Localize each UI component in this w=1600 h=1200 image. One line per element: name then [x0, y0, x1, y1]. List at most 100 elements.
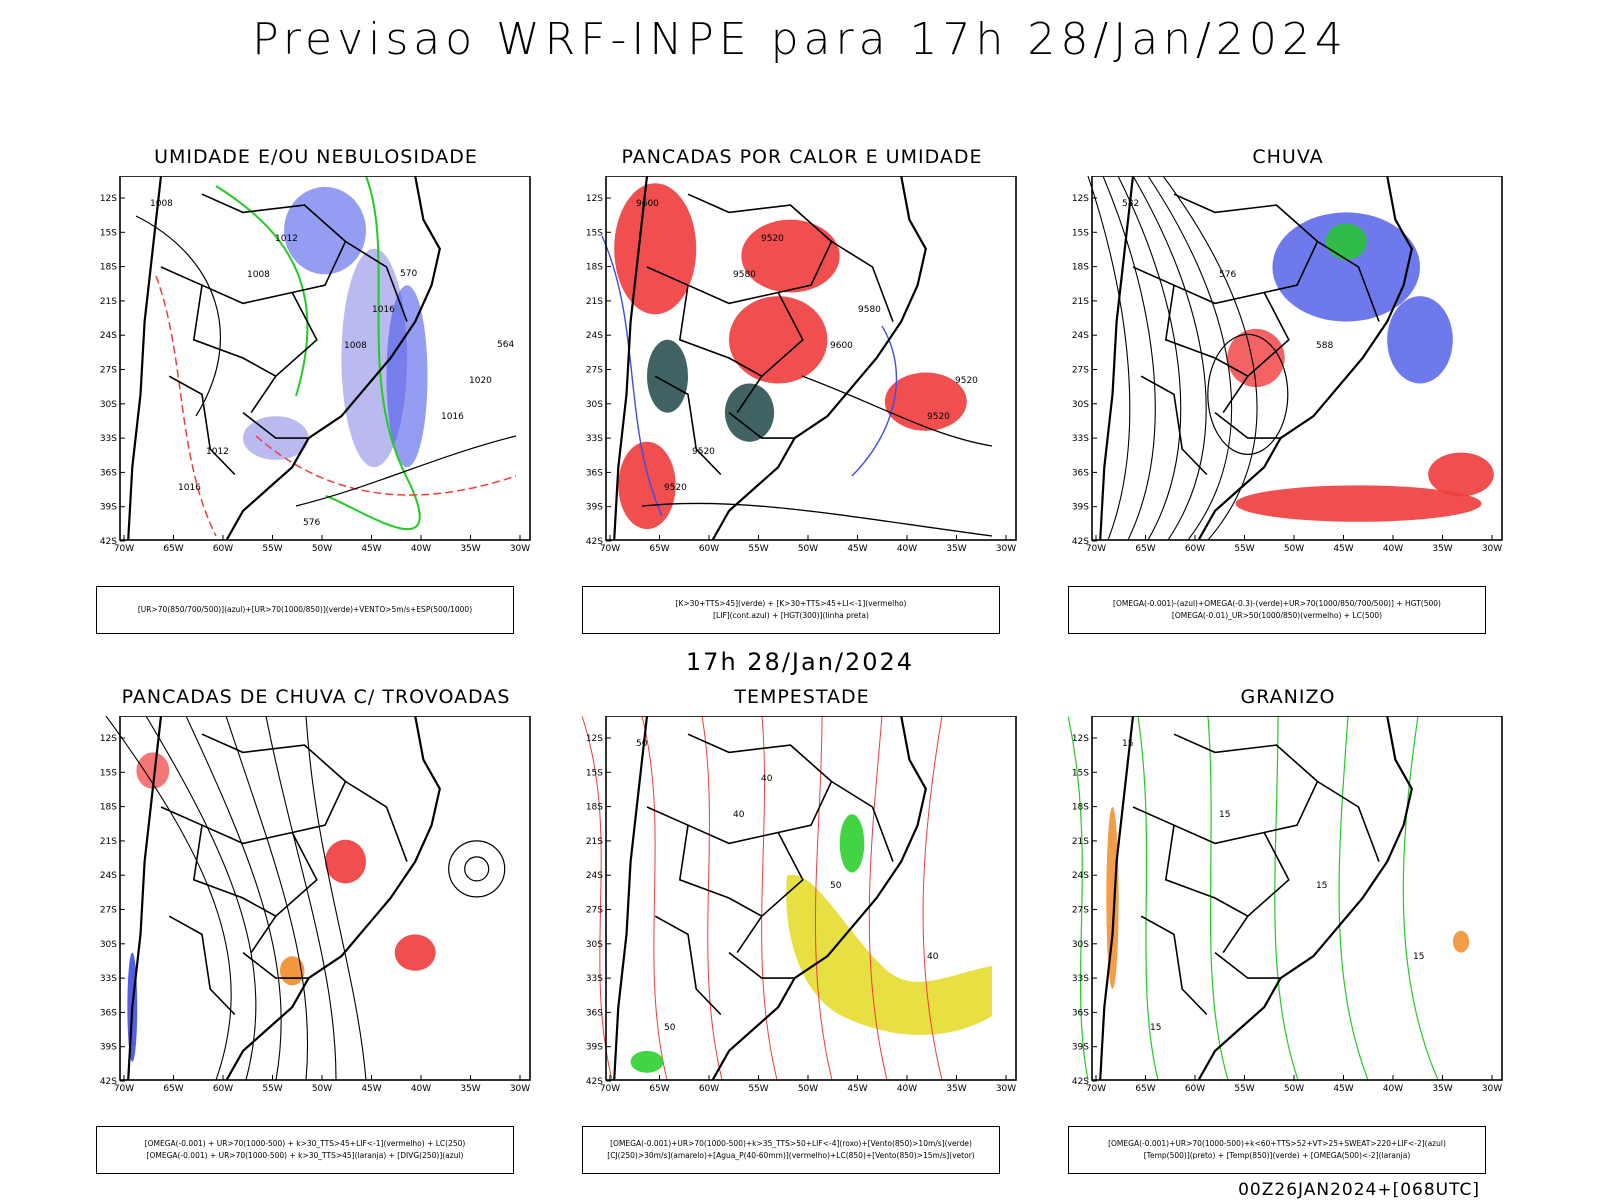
temp850-contour	[1207, 716, 1229, 1081]
instability-red	[741, 219, 840, 293]
political-border	[687, 733, 833, 834]
instability-red	[729, 296, 828, 384]
lon-label: 65W	[1135, 544, 1155, 554]
lat-label: 33S	[100, 974, 117, 984]
contour-label: 15	[1150, 1023, 1161, 1033]
instability-red	[884, 372, 967, 431]
water-contour	[641, 716, 668, 1081]
rain-green	[1325, 223, 1367, 260]
political-border	[1214, 951, 1281, 979]
lon-label: 50W	[312, 1084, 332, 1094]
hgt500-streamline	[1102, 176, 1156, 541]
legend-box: [OMEGA(-0.001)+UR>70(1000-500)+k<60+TTS>…	[1068, 1126, 1486, 1174]
contour-label: 582	[1122, 199, 1139, 209]
legend-line: [CJ(250)>30m/s](amarelo)+[Agua_P(40-60mm…	[607, 1151, 975, 1160]
lat-label: 33S	[100, 434, 117, 444]
coastline	[1197, 176, 1413, 541]
contour-label: 1008	[150, 199, 173, 209]
lon-label: 30W	[1482, 1084, 1502, 1094]
lon-label: 30W	[996, 1084, 1016, 1094]
water-contour	[814, 716, 833, 1081]
political-border	[646, 266, 763, 414]
rain-red	[1235, 485, 1482, 522]
west-coastline	[613, 176, 649, 541]
west-coastline	[127, 716, 163, 1081]
field-layers	[1068, 716, 1470, 1081]
lon-label: 65W	[1135, 1084, 1155, 1094]
field-layers	[105, 716, 506, 1081]
geography	[127, 176, 441, 541]
contour-label: 570	[400, 269, 417, 279]
lat-label: 21S	[100, 837, 117, 847]
pressure-contour	[295, 435, 517, 507]
lat-label: 30S	[1072, 940, 1089, 950]
lon-label: 40W	[1383, 544, 1403, 554]
political-border	[654, 375, 722, 476]
map-frame	[605, 176, 1017, 541]
political-border	[168, 375, 236, 476]
contour-label: 1016	[441, 412, 464, 422]
coastline	[711, 716, 927, 1081]
lat-label: 30S	[586, 940, 603, 950]
map-granizo: 15 15 15 15 15 12S 15S 18S 21S 24S 27S 30S 33S 36S 39S…	[1068, 716, 1503, 1094]
contour-label: 1016	[178, 483, 201, 493]
lat-label: 21S	[1072, 297, 1089, 307]
lon-label: 50W	[1284, 1084, 1304, 1094]
lat-label: 27S	[1072, 906, 1089, 916]
political-border	[1173, 824, 1290, 917]
legend-line: [UR>70(850/700/500)](azul)+[UR>70(1000/8…	[137, 605, 473, 614]
lat-label: 39S	[100, 503, 117, 513]
lat-label: 15S	[1072, 228, 1089, 238]
lc250-streamline	[225, 716, 309, 1081]
lat-label: 12S	[100, 734, 117, 744]
humidity-shade	[386, 285, 428, 468]
coastline	[225, 176, 441, 541]
pressure-contour	[135, 215, 221, 417]
lat-label: 12S	[586, 194, 603, 204]
lat-label: 18S	[100, 803, 117, 813]
political-border	[728, 951, 795, 979]
lat-label: 24S	[586, 871, 603, 881]
map-chuva: 582 576 588 12S 15S 18S 21S 24S 27S 30S 33S 36S 39S 4…	[1072, 176, 1503, 554]
contour-label: 576	[303, 518, 320, 528]
map-frame	[119, 716, 531, 1081]
legend-line: [OMEGA(-0.001)+UR>70(1000-500)+k<60+TTS>…	[1108, 1139, 1446, 1148]
panel-granizo: GRANIZO 15 15 15 15 15 12S 15S 18S 21S 24S 27S 30S 3…	[1068, 686, 1508, 1174]
lat-label: 12S	[100, 194, 117, 204]
legend-line: [K>30+TTS>45](verde) + [K>30+TTS>45+LI<-…	[675, 599, 907, 608]
legend-box: [OMEGA(-0.001)+UR>70(1000-500)+k>35_TTS>…	[582, 1126, 1000, 1174]
geography	[1099, 176, 1413, 541]
contour-label: 40	[733, 810, 745, 820]
contour-label: 9520	[955, 376, 978, 386]
moisture-contour	[325, 176, 421, 531]
run-timestamp: 00Z26JAN2024+[068UTC]	[1238, 1180, 1480, 1200]
lat-label: 18S	[100, 263, 117, 273]
field-layers	[135, 176, 517, 537]
mid-date-label: 17h 28/Jan/2024	[685, 648, 915, 676]
lon-label: 30W	[1482, 544, 1502, 554]
storm-red	[394, 934, 436, 971]
instability-green	[647, 339, 688, 413]
lon-label: 55W	[262, 1084, 282, 1094]
political-border	[1132, 806, 1249, 954]
low-pressure-center	[1207, 333, 1289, 455]
west-coastline	[127, 176, 163, 541]
contour-label: 9580	[858, 305, 881, 315]
political-border	[831, 240, 894, 322]
lon-label: 30W	[510, 544, 530, 554]
lon-label: 60W	[213, 1084, 233, 1094]
lon-label: 35W	[1432, 1084, 1452, 1094]
lat-label: 39S	[586, 503, 603, 513]
water-contour	[701, 716, 723, 1081]
legend-line: [OMEGA(-0.001)+UR>70(1000-500)+k>35_TTS>…	[610, 1139, 972, 1148]
map-frame	[605, 716, 1017, 1081]
political-border	[687, 284, 804, 377]
legend-line: [OMEGA(-0.001) + UR>70(1000-500) + k>30_…	[144, 1139, 466, 1148]
map-umidade: 1008 1008 1008 1016 1016 1012 1016 1020 1012 576 5…	[100, 176, 531, 554]
lc250-streamline	[305, 716, 367, 1081]
lon-label: 60W	[699, 1084, 719, 1094]
omega-orange	[1452, 930, 1470, 953]
panel-title: CHUVA	[1252, 146, 1324, 168]
lon-label: 30W	[996, 544, 1016, 554]
political-border	[242, 411, 309, 439]
